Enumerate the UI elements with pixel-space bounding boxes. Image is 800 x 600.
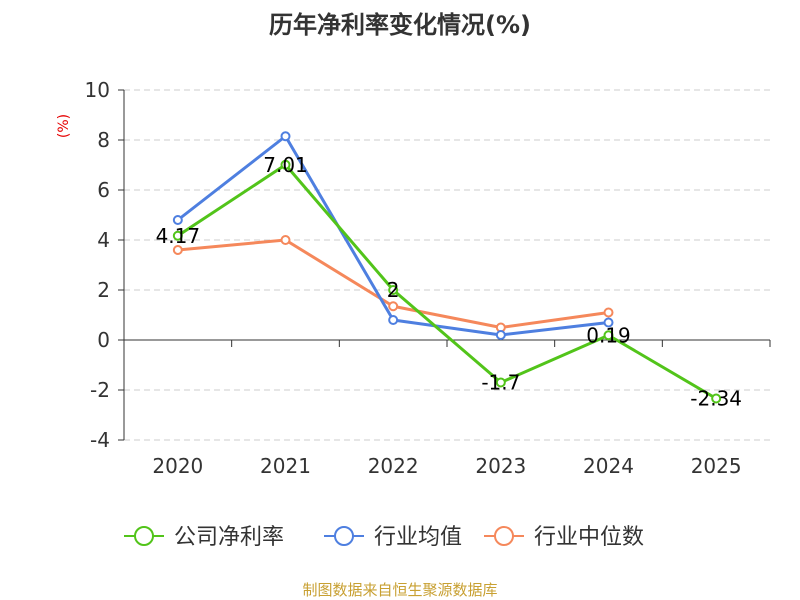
series-point-0 xyxy=(711,393,722,404)
axes: -4 -2 0 2 4 6 8 10 2020 2021 2022 2023 2024 2025 xyxy=(85,78,771,478)
series-point-1 xyxy=(172,215,183,225)
series-point-1 xyxy=(603,317,614,328)
series-point-0 xyxy=(603,330,614,341)
x-tick-label: 2025 xyxy=(691,454,742,478)
data-label: 0.19 xyxy=(586,323,631,347)
legend-item: 行业中位数 xyxy=(484,525,644,550)
series-point-2 xyxy=(280,235,291,245)
series-point-2 xyxy=(172,245,183,255)
x-tick-label: 2023 xyxy=(475,454,526,478)
legend-marker xyxy=(334,526,354,546)
legend-marker xyxy=(494,526,514,546)
series-point-1 xyxy=(495,330,506,340)
series-point-0 xyxy=(280,159,291,170)
y-tick-label: -4 xyxy=(90,428,110,452)
legend: 公司净利率 行业均值 行业中位数 xyxy=(124,525,644,550)
x-tick-label: 2020 xyxy=(152,454,203,478)
y-tick-label: 8 xyxy=(97,128,110,152)
x-tick-label: 2021 xyxy=(260,454,311,478)
y-tick-label: 10 xyxy=(85,78,110,102)
grid-lines xyxy=(124,89,770,441)
series-line-0 xyxy=(177,163,717,400)
legend-label: 行业中位数 xyxy=(534,525,644,550)
data-label: 4.17 xyxy=(156,224,201,248)
series-lines xyxy=(172,131,722,404)
y-tick-label: 0 xyxy=(97,328,110,352)
series-point-2 xyxy=(603,307,614,318)
x-tick-label: 2022 xyxy=(368,454,419,478)
series-point-1 xyxy=(388,315,399,325)
legend-item: 公司净利率 xyxy=(124,525,284,550)
data-label: 2 xyxy=(387,278,400,302)
x-tick-label: 2024 xyxy=(583,454,634,478)
data-labels: 4.17 7.01 2 -1.7 0.19 -2.34 xyxy=(156,153,742,411)
legend-marker xyxy=(134,526,154,546)
legend-item: 行业均值 xyxy=(324,525,462,550)
y-tick-label: 4 xyxy=(97,228,110,252)
series-point-1 xyxy=(280,131,291,142)
y-tick-label: -2 xyxy=(90,378,110,402)
chart-title: 历年净利率变化情况(%) xyxy=(269,11,531,39)
legend-label: 行业均值 xyxy=(374,525,462,550)
data-label: 7.01 xyxy=(263,153,308,177)
series-point-0 xyxy=(172,230,183,241)
y-tick-label: 2 xyxy=(97,278,110,302)
legend-label: 公司净利率 xyxy=(174,525,284,550)
series-point-0 xyxy=(388,285,399,295)
source-note: 制图数据来自恒生聚源数据库 xyxy=(302,581,497,599)
y-tick-label: 6 xyxy=(97,178,110,202)
y-axis-unit: (%) xyxy=(56,114,72,138)
series-point-0 xyxy=(495,377,506,388)
data-label: -1.7 xyxy=(481,371,520,395)
data-label: -2.34 xyxy=(690,387,742,411)
series-point-2 xyxy=(388,301,399,312)
